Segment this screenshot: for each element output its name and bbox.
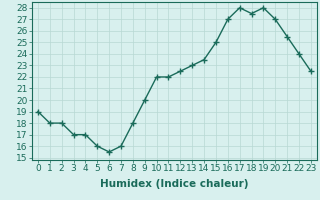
X-axis label: Humidex (Indice chaleur): Humidex (Indice chaleur) <box>100 179 249 189</box>
